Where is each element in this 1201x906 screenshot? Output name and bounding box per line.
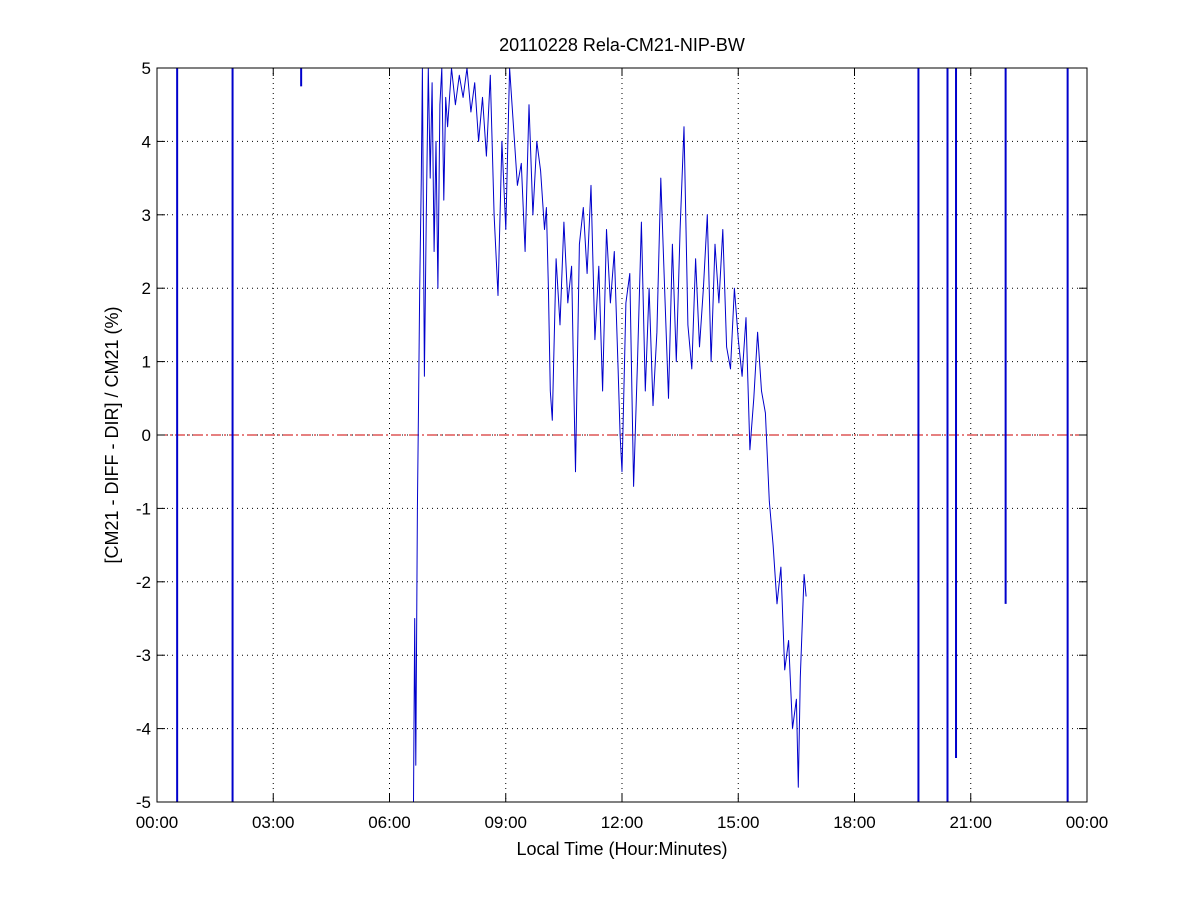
y-tick-label: -3 (136, 646, 151, 665)
x-tick-label: 03:00 (252, 813, 295, 832)
axis-ticks: 00:00 03:00 06:00 09:00 12:00 15:00 18:00 21:00… (136, 59, 1109, 832)
y-tick-label: -4 (136, 720, 151, 739)
y-tick-label: 4 (142, 132, 151, 151)
x-tick-label: 12:00 (601, 813, 644, 832)
chart-title: 20110228 Rela-CM21-NIP-BW (499, 35, 745, 55)
x-tick-label: 00:00 (1066, 813, 1109, 832)
x-tick-label: 21:00 (949, 813, 992, 832)
y-tick-label: 5 (142, 59, 151, 78)
y-tick-label: -2 (136, 573, 151, 592)
grid (157, 68, 1087, 802)
x-tick-label: 09:00 (484, 813, 527, 832)
x-tick-label: 06:00 (368, 813, 411, 832)
x-axis-label: Local Time (Hour:Minutes) (516, 839, 727, 859)
y-tick-label: 0 (142, 426, 151, 445)
series-line (413, 67, 807, 803)
y-tick-label: -1 (136, 499, 151, 518)
x-tick-label: 15:00 (717, 813, 760, 832)
y-tick-label: 3 (142, 206, 151, 225)
x-tick-label: 00:00 (136, 813, 179, 832)
y-axis-label: [CM21 - DIFF - DIR] / CM21 (%) (102, 306, 122, 563)
y-tick-label: -5 (136, 793, 151, 812)
y-tick-label: 1 (142, 353, 151, 372)
x-tick-label: 18:00 (833, 813, 876, 832)
data-series (176, 67, 1069, 803)
y-tick-label: 2 (142, 279, 151, 298)
